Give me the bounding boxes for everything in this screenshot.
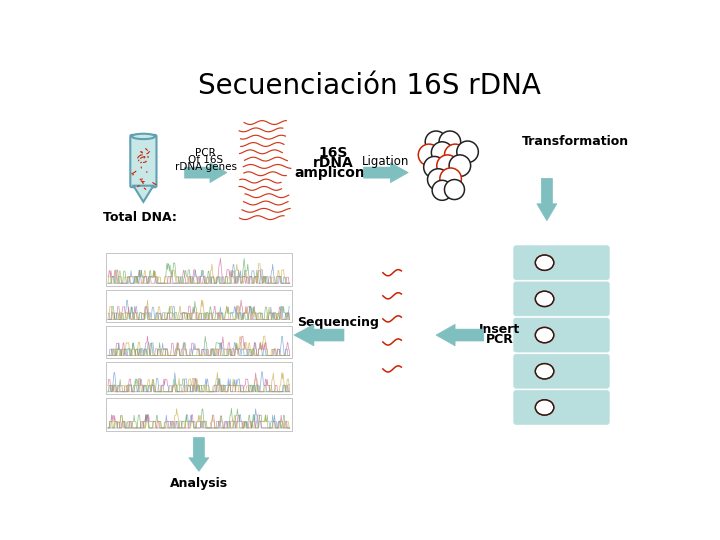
FancyBboxPatch shape bbox=[106, 253, 292, 286]
Circle shape bbox=[423, 157, 445, 178]
Polygon shape bbox=[133, 186, 153, 202]
Circle shape bbox=[440, 168, 462, 190]
Ellipse shape bbox=[535, 400, 554, 415]
Text: 16S: 16S bbox=[319, 146, 348, 160]
Text: amplicons: amplicons bbox=[294, 166, 373, 180]
Circle shape bbox=[444, 144, 466, 166]
Circle shape bbox=[437, 155, 459, 177]
FancyBboxPatch shape bbox=[106, 326, 292, 358]
Polygon shape bbox=[184, 163, 227, 183]
Circle shape bbox=[439, 131, 461, 153]
Text: Of 16S: Of 16S bbox=[188, 156, 223, 165]
FancyBboxPatch shape bbox=[514, 318, 609, 352]
Text: Secuenciación 16S rDNA: Secuenciación 16S rDNA bbox=[197, 72, 541, 100]
Text: rDNA genes: rDNA genes bbox=[175, 162, 237, 172]
FancyBboxPatch shape bbox=[514, 390, 609, 424]
Ellipse shape bbox=[535, 327, 554, 343]
Ellipse shape bbox=[535, 255, 554, 271]
Circle shape bbox=[449, 155, 471, 177]
FancyBboxPatch shape bbox=[106, 289, 292, 322]
Circle shape bbox=[456, 141, 478, 163]
Polygon shape bbox=[294, 325, 344, 346]
Circle shape bbox=[444, 179, 464, 200]
FancyBboxPatch shape bbox=[514, 354, 609, 388]
FancyBboxPatch shape bbox=[130, 135, 156, 187]
FancyBboxPatch shape bbox=[514, 246, 609, 280]
Circle shape bbox=[428, 168, 449, 190]
Polygon shape bbox=[436, 325, 484, 346]
Text: rDNA: rDNA bbox=[313, 157, 354, 170]
Polygon shape bbox=[364, 163, 408, 183]
Polygon shape bbox=[189, 437, 209, 471]
Text: PCR: PCR bbox=[486, 333, 514, 346]
FancyBboxPatch shape bbox=[106, 398, 292, 430]
Text: Insert: Insert bbox=[480, 323, 521, 336]
FancyBboxPatch shape bbox=[106, 362, 292, 394]
Text: Transformation: Transformation bbox=[522, 136, 629, 148]
Ellipse shape bbox=[535, 291, 554, 307]
Circle shape bbox=[426, 131, 447, 153]
Ellipse shape bbox=[132, 134, 155, 139]
FancyBboxPatch shape bbox=[514, 282, 609, 316]
Text: Ligation: Ligation bbox=[362, 154, 410, 167]
Polygon shape bbox=[537, 178, 557, 221]
Circle shape bbox=[431, 142, 453, 164]
Text: PCR: PCR bbox=[195, 148, 216, 158]
Ellipse shape bbox=[535, 363, 554, 379]
Text: Sequencing: Sequencing bbox=[297, 316, 379, 329]
Text: Total DNA:: Total DNA: bbox=[103, 211, 176, 224]
Text: Analysis: Analysis bbox=[170, 477, 228, 490]
Circle shape bbox=[418, 144, 440, 166]
Circle shape bbox=[432, 180, 452, 200]
